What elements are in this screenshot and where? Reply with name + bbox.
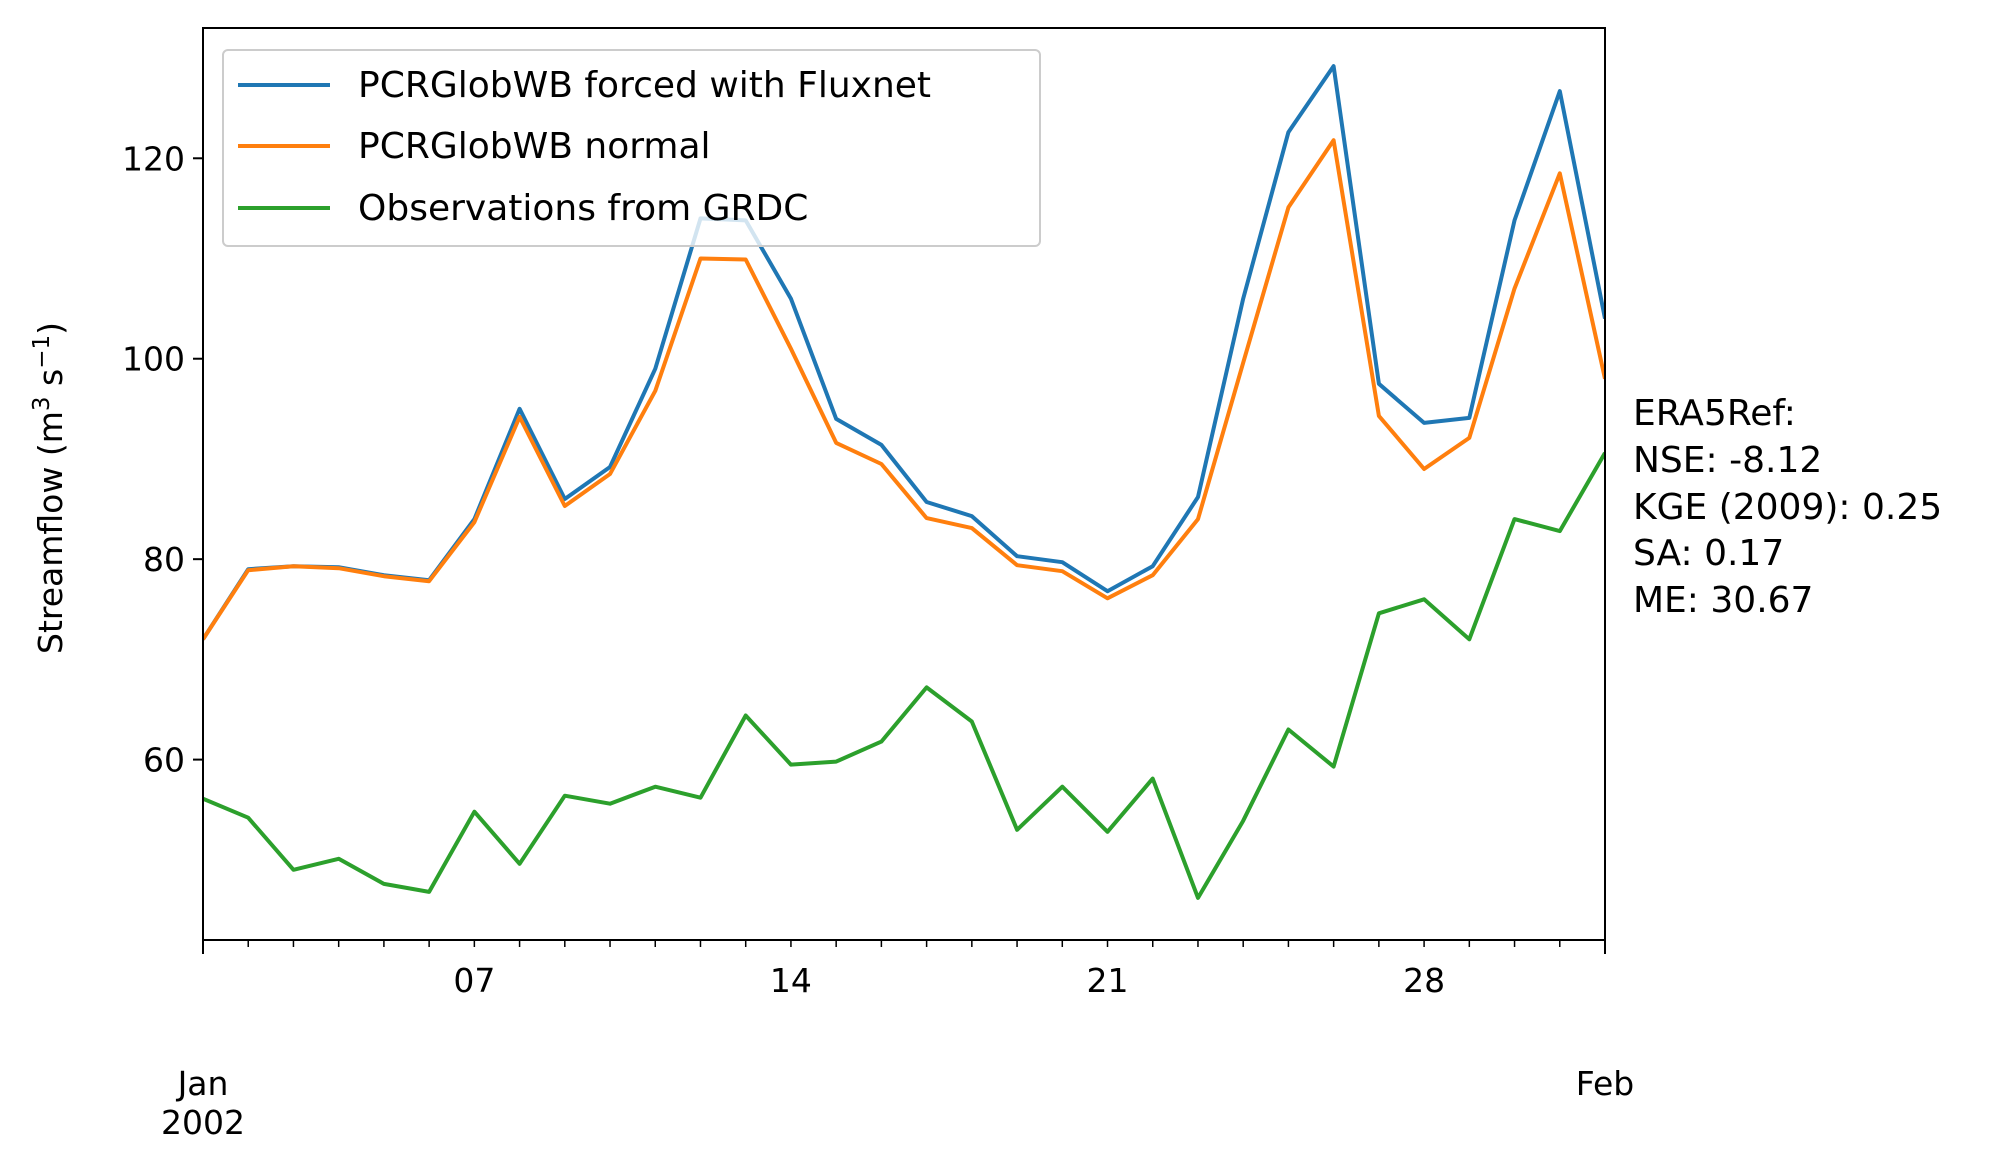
legend-label-grdc: Observations from GRDC	[358, 188, 808, 229]
x-tick-label: 07	[453, 961, 495, 1000]
annotation-line-5: ME: 30.67	[1633, 580, 1813, 621]
x-tick-label: 21	[1087, 961, 1129, 1000]
series-line-grdc	[203, 451, 1605, 900]
legend-box	[222, 49, 1041, 247]
series-layer	[203, 64, 1605, 900]
y-axis: 60 80 100 120	[122, 139, 203, 780]
legend-label-normal: PCRGlobWB normal	[358, 126, 711, 167]
metrics-annotation: ERA5Ref: NSE: -8.12 KGE (2009): 0.25 SA:…	[1633, 393, 1942, 621]
plot-frame	[202, 27, 1606, 941]
y-tick-label: 80	[143, 540, 185, 579]
annotation-line-4: SA: 0.17	[1633, 533, 1784, 574]
x-tick-label: 28	[1403, 961, 1445, 1000]
x-tick-label: 14	[770, 961, 812, 1000]
x-major-label-month: Feb	[1576, 1064, 1634, 1103]
annotation-line-2: NSE: -8.12	[1633, 440, 1822, 481]
y-tick-label: 60	[143, 741, 185, 780]
annotation-line-3: KGE (2009): 0.25	[1633, 487, 1942, 528]
y-tick-label: 100	[122, 340, 185, 379]
y-axis-label: Streamflow (m3 s−1)	[29, 322, 70, 654]
series-line-normal	[203, 138, 1605, 641]
annotation-line-1: ERA5Ref:	[1633, 393, 1796, 434]
legend-label-fluxnet: PCRGlobWB forced with Fluxnet	[358, 65, 931, 106]
x-major-label-month: Jan	[176, 1064, 229, 1103]
y-tick-label: 120	[122, 139, 185, 178]
x-major-label-year: 2002	[161, 1103, 245, 1142]
legend: PCRGlobWB forced with Fluxnet PCRGlobWB …	[222, 49, 1041, 247]
